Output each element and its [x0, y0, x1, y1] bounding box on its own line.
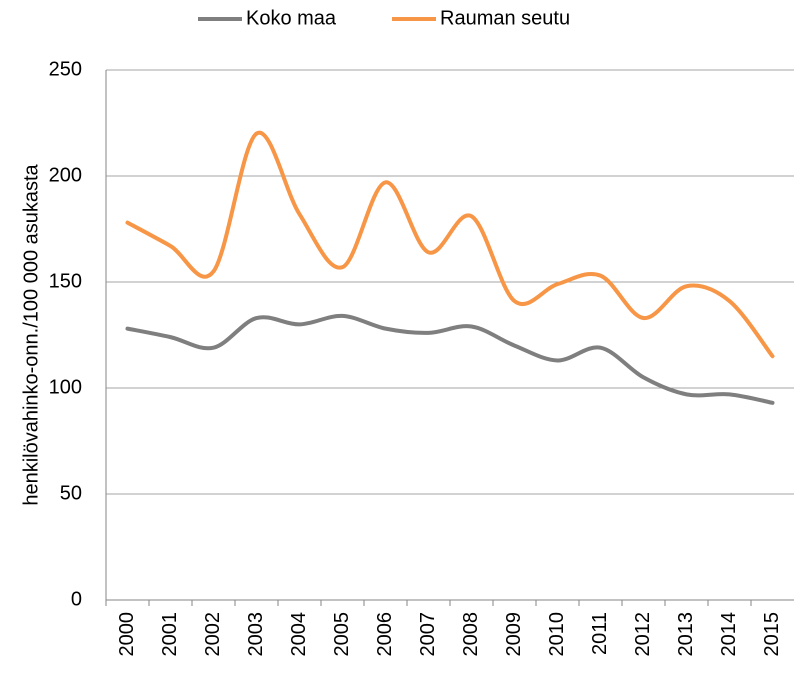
x-tick-label: 2009: [503, 612, 525, 657]
x-tick-label: 2011: [589, 612, 611, 655]
x-tick-label: 2012: [632, 612, 654, 657]
x-tick-label: 2007: [417, 612, 439, 657]
line: [125, 130, 775, 359]
x-tick-label: 2003: [245, 612, 267, 657]
x-tick-label: 2015: [761, 612, 783, 657]
x-tick-label: 2010: [546, 612, 568, 657]
y-axis-label: henkilövahinko-onn./100 000 asukasta: [20, 163, 42, 505]
x-tick-label: 2004: [288, 612, 310, 657]
x-tick-label: 2001: [159, 612, 181, 657]
x-tick-label: 2013: [675, 612, 697, 657]
y-tick-label: 50: [60, 482, 82, 504]
line: [125, 313, 775, 405]
legend-label: Koko maa: [246, 7, 337, 29]
y-tick-label: 0: [71, 588, 82, 610]
y-tick-label: 150: [49, 270, 82, 292]
y-tick-label: 250: [49, 58, 82, 80]
x-tick-label: 2002: [202, 612, 224, 657]
x-tick-label: 2000: [116, 612, 138, 657]
x-tick-label: 2014: [718, 612, 740, 657]
x-tick-label: 2008: [460, 612, 482, 657]
x-tick-label: 2005: [331, 612, 353, 657]
y-tick-label: 200: [49, 164, 82, 186]
y-tick-label: 100: [49, 376, 82, 398]
x-tick-label: 2006: [374, 612, 396, 657]
legend-label: Rauman seutu: [440, 7, 570, 29]
